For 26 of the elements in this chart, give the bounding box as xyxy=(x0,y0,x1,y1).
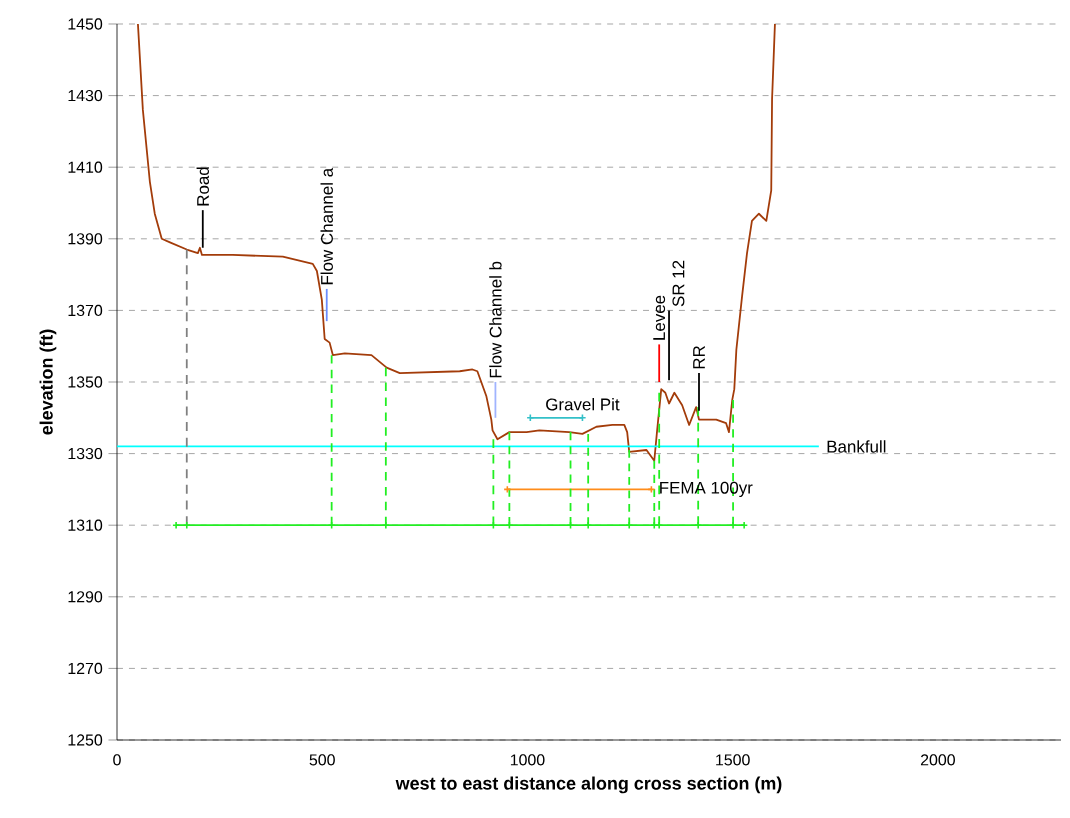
x-tick-label: 0 xyxy=(113,754,121,766)
x-axis-title: west to east distance along cross section (m) xyxy=(395,776,782,794)
text: Flow Channel a xyxy=(320,167,333,285)
y-tick-label: 1350 xyxy=(68,376,103,388)
series-label: Gravel Pit xyxy=(546,397,620,411)
y-tick-label: 1370 xyxy=(68,304,103,317)
series-label: Bankfull xyxy=(827,440,886,453)
y-tick-label: 1410 xyxy=(68,161,103,173)
y-axis-title: elevation (ft) xyxy=(39,329,57,435)
y-tick-label: 1310 xyxy=(68,519,103,531)
text: Flow Channel b xyxy=(489,261,502,378)
y-tick-label: 1390 xyxy=(68,233,103,245)
y-tick-label: 1290 xyxy=(68,591,103,603)
y-tick-label: 1330 xyxy=(68,447,103,460)
y-tick-label: 1450 xyxy=(68,18,103,30)
text: Road xyxy=(196,167,209,206)
text: Levee xyxy=(653,295,666,340)
x-tick-label: 1500 xyxy=(716,754,750,766)
x-tick-label: 500 xyxy=(309,754,335,766)
text: SR 12 xyxy=(672,260,685,307)
x-tick-label: 2000 xyxy=(920,754,955,766)
y-tick-label: 1250 xyxy=(68,734,103,746)
text: RR xyxy=(693,345,705,369)
y-tick-label: 1270 xyxy=(68,662,103,675)
y-tick-label: 1430 xyxy=(68,89,103,102)
x-tick-label: 1000 xyxy=(510,754,545,766)
